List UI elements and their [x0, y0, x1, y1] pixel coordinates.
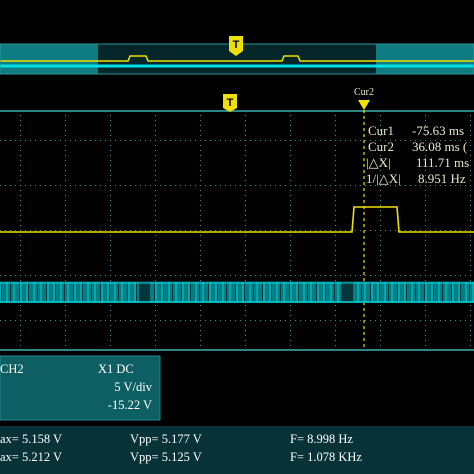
- main-trigger-label: T: [227, 97, 234, 109]
- overview-window-right: [376, 44, 474, 74]
- measurement-freq-1: F= 8.998 Hz: [290, 432, 353, 446]
- cursor-label: Cur2: [354, 87, 374, 98]
- overview-trigger-label: T: [233, 39, 240, 51]
- channel-name: CH2: [0, 362, 24, 376]
- delta-x-label: |△X|: [366, 155, 391, 170]
- ch2-trace: [0, 281, 474, 303]
- measurement-max-1: ax= 5.158 V: [0, 432, 63, 446]
- ch1-trace: [0, 206, 474, 233]
- cursor2-label: Cur2: [368, 139, 394, 154]
- measurement-vpp-1: Vpp= 5.177 V: [130, 432, 202, 446]
- channel-offset: -15.22 V: [107, 398, 152, 412]
- overview-window-left: [0, 44, 98, 74]
- channel-info-panel[interactable]: [0, 355, 161, 421]
- delta-freq-label: 1/|△X|: [366, 171, 401, 186]
- main-graticule: [0, 110, 474, 351]
- measurement-max-2: ax= 5.212 V: [0, 450, 63, 464]
- cursor2-value: 36.08 ms (: [412, 139, 468, 154]
- delta-x-value: 111.71 ms: [416, 155, 470, 170]
- cursor-marker-icon[interactable]: [358, 100, 370, 110]
- channel-probe-coupling: X1 DC: [98, 362, 134, 376]
- measurement-vpp-2: Vpp= 5.125 V: [130, 450, 202, 464]
- cursor-2[interactable]: Cur2: [354, 87, 374, 350]
- trigger-position-marker-icon[interactable]: T: [223, 94, 237, 112]
- measurement-freq-2: F= 1.078 KHz: [290, 450, 362, 464]
- channel-scale: 5 V/div: [114, 380, 152, 394]
- cursor1-value: -75.63 ms: [412, 123, 464, 138]
- overview-ch1-trace: [0, 55, 474, 62]
- trigger-position-marker-icon[interactable]: T: [229, 36, 243, 56]
- measurement-panel: [0, 426, 474, 474]
- cursor1-label: Cur1: [368, 123, 394, 138]
- delta-freq-value: 8.951 Hz: [418, 171, 466, 186]
